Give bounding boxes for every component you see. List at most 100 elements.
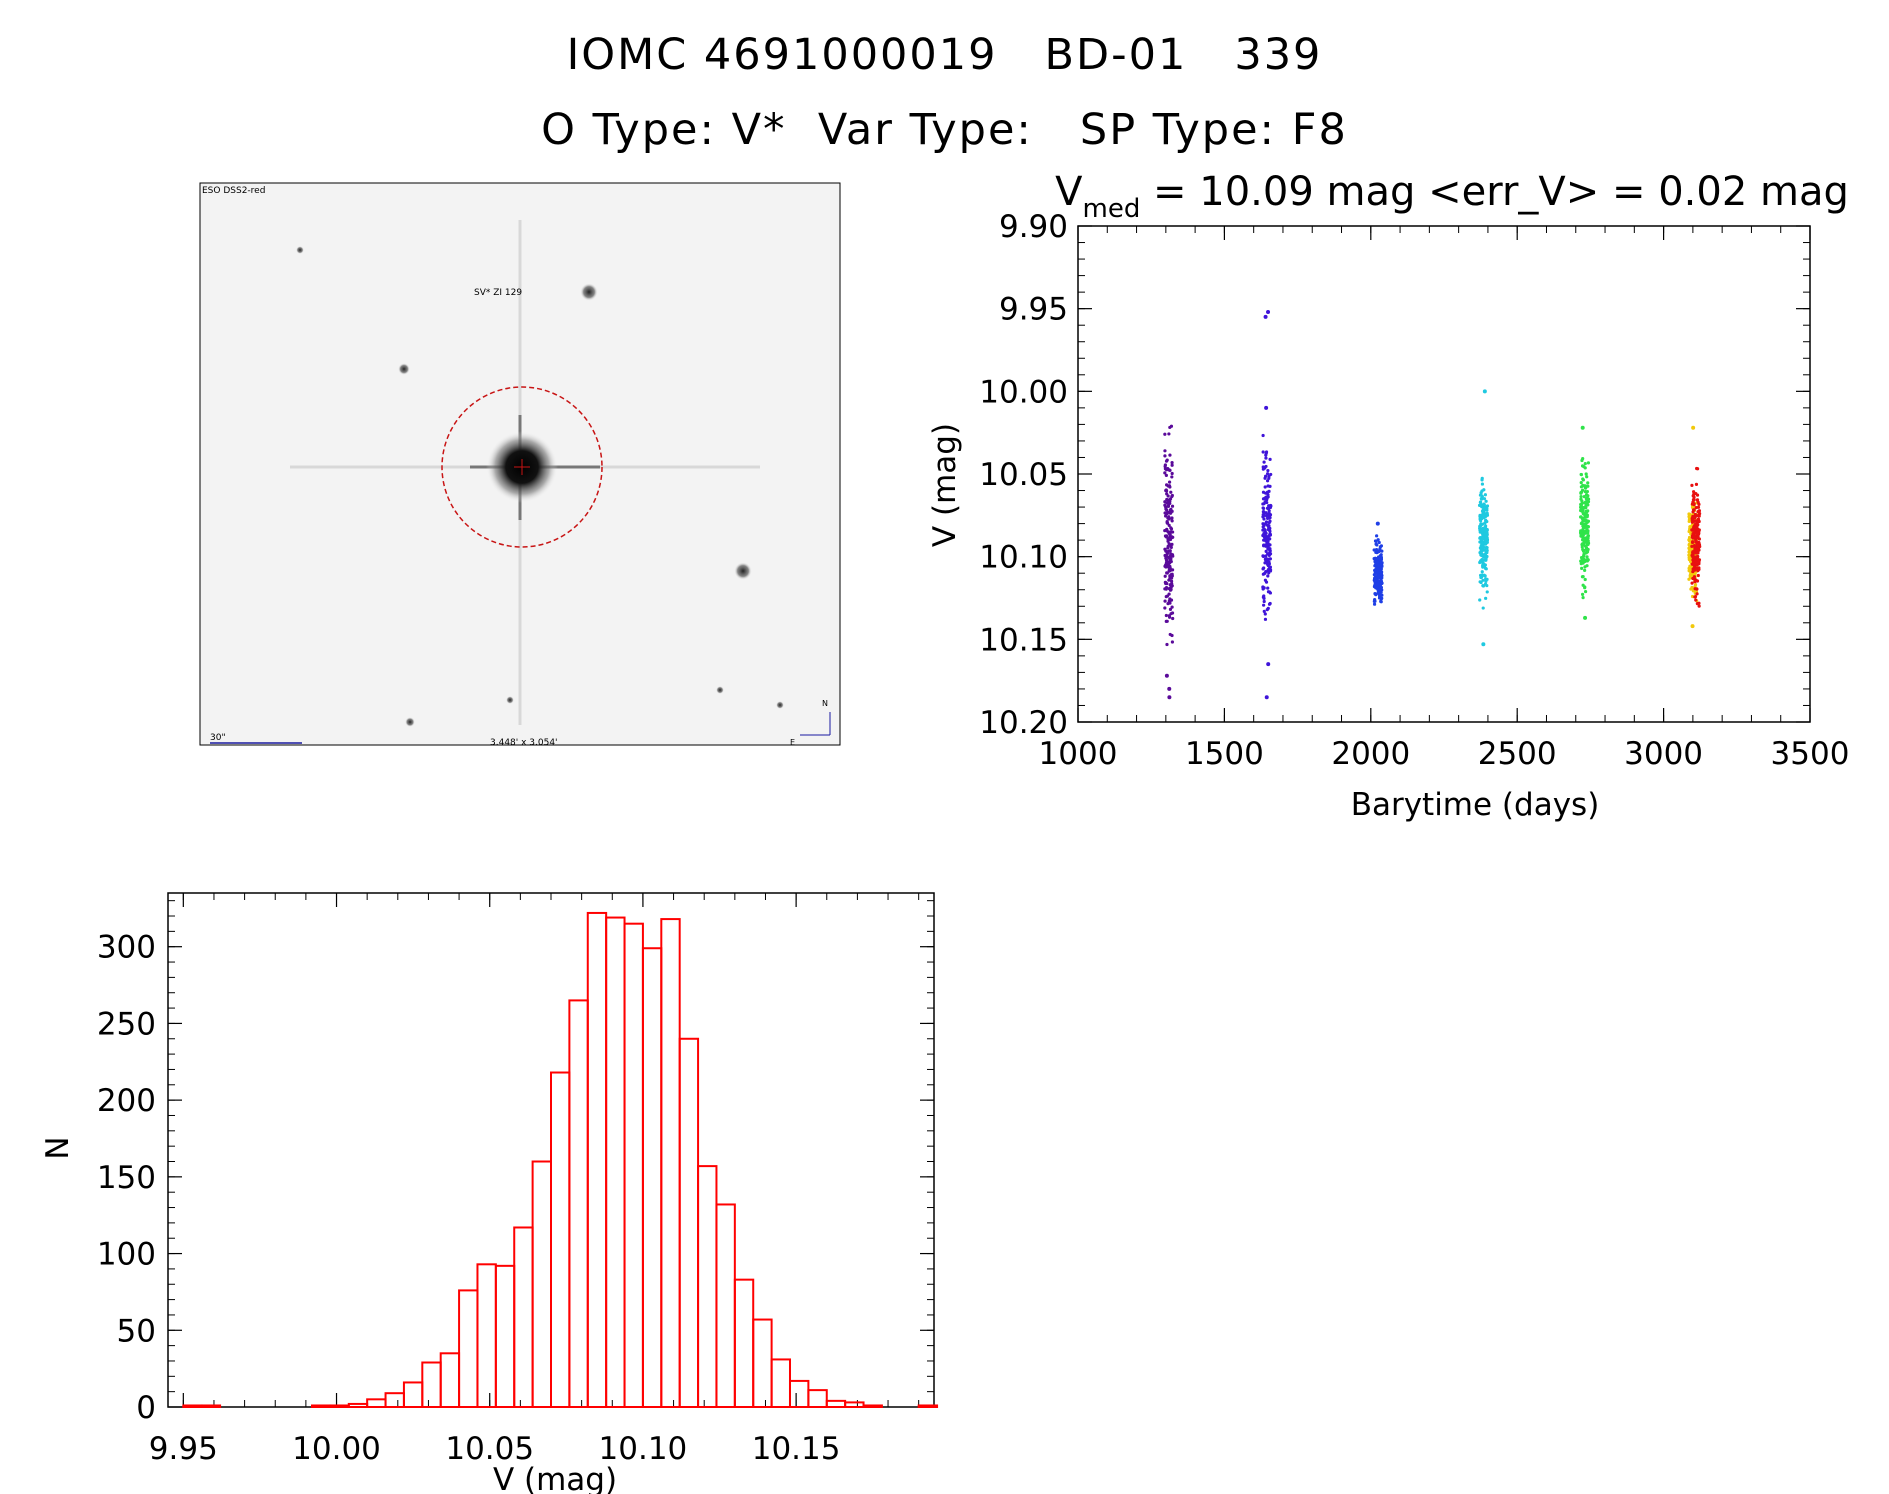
light-curve-point — [1480, 497, 1484, 501]
light-curve-point — [1579, 505, 1583, 509]
light-curve-point — [1583, 559, 1587, 564]
light-curve-point — [1263, 612, 1267, 616]
light-curve-point — [1168, 559, 1172, 563]
light-curve-point — [1164, 587, 1168, 591]
light-curve-point — [1690, 624, 1695, 629]
histogram-x-tick-label: 10.10 — [599, 1431, 688, 1467]
light-curve-point — [1695, 566, 1699, 570]
light-curve-point — [1697, 537, 1701, 541]
light-curve-point — [1378, 570, 1382, 574]
light-curve-point — [1480, 528, 1484, 533]
light-curve-point — [1380, 563, 1384, 567]
light-curve-point — [1586, 503, 1590, 507]
histogram-x-label: V (mag) — [493, 1462, 617, 1494]
light-curve-point — [1581, 547, 1585, 552]
light-curve-point — [1481, 558, 1485, 562]
light-curve-point — [1379, 558, 1384, 562]
light-curve-point — [1583, 489, 1587, 494]
light-curve-point — [1691, 550, 1695, 554]
light-curve-point — [1268, 457, 1272, 461]
light-curve-point — [1163, 529, 1167, 533]
light-curve-point — [1478, 536, 1482, 540]
light-curve-point — [1483, 566, 1488, 570]
light-curve-point — [1164, 595, 1168, 599]
light-curve-point — [1265, 543, 1269, 547]
light-curve-point — [1261, 586, 1265, 590]
light-curve-point — [1581, 533, 1585, 538]
light-curve-point — [1265, 534, 1269, 539]
light-curve-point — [1586, 500, 1591, 504]
light-curve-point — [1695, 498, 1699, 502]
light-curve-point — [1268, 591, 1273, 595]
light-curve-point — [1697, 514, 1701, 518]
light-curve-point — [1478, 598, 1482, 602]
light-curve-point — [1480, 536, 1484, 540]
light-curve-point — [1687, 543, 1691, 547]
compass-n-label: N — [822, 699, 828, 708]
light-curve-point — [1580, 592, 1585, 597]
light-curve-point — [1167, 468, 1171, 472]
light-curve-point — [1378, 561, 1383, 565]
light-curve-point — [1691, 562, 1695, 566]
fov-label: 3.448' x 3.054' — [490, 738, 558, 748]
light-curve-point — [1167, 563, 1171, 567]
light-curve-point — [1481, 545, 1485, 549]
light-curve-point — [1167, 565, 1171, 569]
light-curve-point — [1484, 538, 1488, 543]
light-curve-point — [1485, 506, 1489, 511]
light-curve-point — [1694, 578, 1698, 582]
light-curve-point — [1585, 550, 1590, 554]
light-curve-point — [1267, 568, 1271, 572]
light-curve-point — [1586, 541, 1591, 545]
light-curve-point — [1266, 495, 1270, 499]
light-curve-point — [1481, 508, 1486, 512]
light-curve-point — [1266, 493, 1270, 497]
light-curve-point — [1170, 493, 1174, 498]
light-curve-point — [1695, 550, 1699, 555]
light-curve-point — [1584, 536, 1588, 540]
light-curve-point — [1694, 555, 1699, 559]
light-curve-point — [1580, 508, 1584, 513]
light-curve-point — [1481, 584, 1485, 588]
light-curve-point — [1695, 587, 1699, 591]
light-curve-point — [1372, 599, 1376, 603]
light-curve-point — [1268, 565, 1272, 569]
light-curve-point — [1373, 577, 1377, 581]
light-curve-point — [1692, 528, 1696, 533]
light-curve-point — [1694, 540, 1698, 544]
light-curve-point — [1691, 540, 1696, 544]
light-curve-point — [1479, 523, 1483, 527]
light-curve-point — [1166, 560, 1170, 565]
light-curve-point — [1380, 570, 1384, 574]
light-curve-point — [1480, 573, 1485, 578]
light-curve-x-tick-label: 2500 — [1478, 736, 1557, 772]
light-curve-point — [1166, 546, 1170, 550]
light-curve-point — [1694, 557, 1699, 561]
light-curve-point — [1166, 563, 1170, 568]
light-curve-point — [1164, 514, 1168, 518]
histogram-bar — [623, 922, 644, 1409]
light-curve-point — [1266, 569, 1270, 573]
histogram-x-tick-label: 10.00 — [292, 1431, 381, 1467]
light-curve-point — [1483, 513, 1487, 517]
light-curve-point — [1693, 546, 1697, 550]
light-curve-point — [1586, 481, 1590, 485]
light-curve-point — [1690, 535, 1695, 539]
light-curve-point — [1484, 518, 1488, 522]
light-curve-point — [1687, 557, 1692, 561]
light-curve-point — [1264, 560, 1268, 564]
light-curve-point — [1586, 509, 1590, 513]
light-curve-point — [1697, 528, 1701, 532]
light-curve-point — [1481, 512, 1485, 516]
light-curve-point — [1168, 566, 1172, 570]
light-curve-point — [1582, 540, 1586, 544]
light-curve-point — [1374, 578, 1378, 582]
light-curve-point — [1261, 467, 1265, 471]
light-curve-point — [1692, 543, 1696, 548]
light-curve-point — [1265, 535, 1269, 539]
light-curve-point — [1583, 518, 1588, 522]
light-curve-point — [1690, 502, 1694, 507]
light-curve-point — [1586, 461, 1591, 465]
light-curve-point — [1581, 583, 1585, 587]
light-curve-point — [1690, 546, 1694, 550]
